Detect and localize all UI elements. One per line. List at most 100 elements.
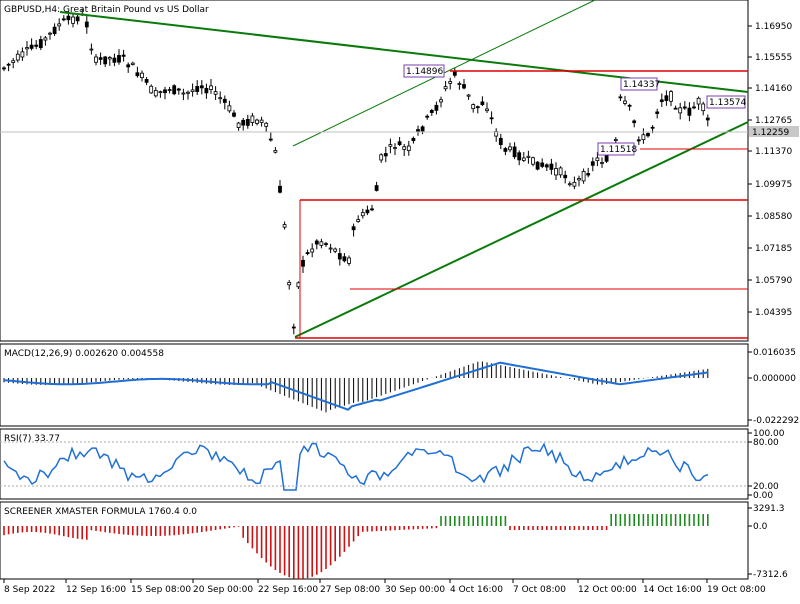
candle-body xyxy=(379,154,384,161)
candle-body xyxy=(466,94,471,97)
price-axis-label: 1.05790 xyxy=(755,276,792,286)
price-axis-label: 1.11370 xyxy=(755,147,792,157)
time-axis-label: 8 Sep 2022 xyxy=(4,585,55,595)
candle-body xyxy=(241,119,246,126)
time-axis-label: 4 Oct 16:00 xyxy=(450,585,503,595)
candle-body xyxy=(563,174,568,179)
candle-body xyxy=(291,326,296,329)
candle-body xyxy=(314,240,319,245)
candle-body xyxy=(485,108,489,112)
candle-body xyxy=(531,157,535,165)
price-axis-label: 1.08580 xyxy=(755,212,792,222)
candle-body xyxy=(158,91,163,94)
candle-body xyxy=(641,134,646,141)
candles-layer xyxy=(2,8,710,335)
candle-body xyxy=(655,111,660,114)
axes-layer: 1.16950 1.15555 1.14160 1.12765 1.11370 1.099… xyxy=(0,22,799,595)
candle-body xyxy=(57,23,62,27)
candle-body xyxy=(420,126,425,132)
candle-body xyxy=(696,97,701,105)
time-axis-label: 20 Sep 00:00 xyxy=(193,585,253,595)
price-axis-label: 1.14160 xyxy=(755,84,792,94)
candle-body xyxy=(172,85,177,95)
candle-body xyxy=(590,161,595,166)
candle-body xyxy=(245,119,250,126)
symbol-title: GBPUSD,H4: Great Britain Pound vs US Dol… xyxy=(4,5,209,15)
candle-body xyxy=(692,106,696,109)
candle-body xyxy=(613,139,618,142)
candle-body xyxy=(356,219,361,222)
macd-panel-frame xyxy=(0,343,749,427)
rsi-axis-label: 80.00 xyxy=(753,438,779,448)
screener-panel-frame xyxy=(0,501,749,580)
candle-body xyxy=(11,60,16,63)
candle-body xyxy=(572,181,577,187)
current-price-label: 1.12259 xyxy=(752,128,789,138)
candle-body xyxy=(181,92,186,95)
screener-label: SCREENER XMASTER FORMULA 1760.4 0.0 xyxy=(4,507,197,517)
candle-body xyxy=(75,16,80,22)
candle-body xyxy=(411,137,416,142)
candle-body xyxy=(130,62,135,65)
candle-body xyxy=(190,89,195,92)
candle-body xyxy=(554,168,558,176)
rsi-axis-label: 0.00 xyxy=(753,491,773,501)
candle-body xyxy=(232,112,236,117)
time-axis-label: 15 Sep 08:00 xyxy=(131,585,191,595)
candle-body xyxy=(370,208,374,211)
candle-body xyxy=(650,126,655,129)
candle-body xyxy=(425,115,430,118)
macd-axis-label: 0.016035 xyxy=(753,348,796,358)
candle-body xyxy=(195,86,200,92)
candle-body xyxy=(301,259,305,267)
candle-body xyxy=(439,99,443,103)
candle-body xyxy=(29,44,34,49)
candle-body xyxy=(43,37,48,41)
macd-signal-line xyxy=(3,361,709,411)
candle-body xyxy=(135,72,140,77)
candle-body xyxy=(204,88,209,94)
candle-body xyxy=(577,178,581,181)
macd-layer xyxy=(3,361,709,413)
candle-body xyxy=(103,56,108,65)
candle-body xyxy=(333,248,338,252)
candle-body xyxy=(199,85,204,89)
candle-body xyxy=(107,57,112,60)
time-axis-label: 7 Oct 08:00 xyxy=(513,585,566,595)
candle-body xyxy=(264,122,269,127)
candle-body xyxy=(149,85,154,94)
candle-body xyxy=(268,138,273,141)
price-label-box xyxy=(706,95,746,109)
candle-body xyxy=(595,157,600,162)
screener-axis-label: 3291.3 xyxy=(753,504,785,514)
candle-body xyxy=(305,252,310,254)
time-axis-label: 14 Oct 16:00 xyxy=(643,585,702,595)
candle-body xyxy=(636,139,641,142)
candle-body xyxy=(682,106,687,109)
price-axis-label: 1.09975 xyxy=(755,180,792,190)
candle-body xyxy=(659,99,664,103)
candle-body xyxy=(296,282,301,288)
current-price-box xyxy=(749,126,799,137)
candle-body xyxy=(360,212,365,217)
macd-label: MACD(12,26,9) 0.002620 0.004558 xyxy=(4,349,164,359)
candle-body xyxy=(94,56,98,63)
screener-axis-label: 0.0 xyxy=(753,522,768,532)
candle-body xyxy=(140,72,144,79)
candle-body xyxy=(351,226,356,231)
candle-body xyxy=(521,157,526,161)
candle-body xyxy=(517,152,522,161)
candle-body xyxy=(498,137,503,145)
candle-body xyxy=(48,32,52,35)
candle-body xyxy=(623,100,627,104)
candle-body xyxy=(549,163,554,170)
price-label: 1.11518 xyxy=(600,145,637,155)
rsi-axis-label: 20.00 xyxy=(753,482,779,492)
candle-body xyxy=(388,144,393,147)
candle-body xyxy=(406,145,411,151)
candle-body xyxy=(452,70,457,76)
candle-body xyxy=(227,105,232,112)
candle-body xyxy=(324,243,328,245)
